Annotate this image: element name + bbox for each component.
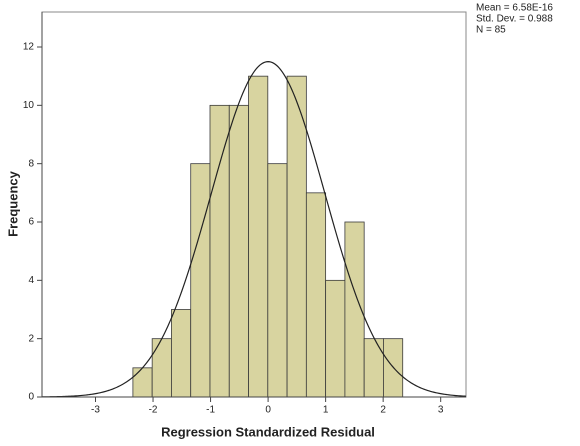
stat-sd: Std. Dev. = 0.988 [476, 14, 553, 25]
bar [249, 76, 268, 397]
x-tick-label: 1 [323, 405, 329, 416]
stat-n: N = 85 [476, 25, 506, 36]
bar [364, 339, 383, 397]
x-axis-title: Regression Standardized Residual [161, 424, 375, 439]
stat-mean: Mean = 6.58E-16 [476, 3, 553, 14]
bar [229, 105, 248, 397]
x-tick-label: 2 [380, 405, 386, 416]
y-axis-title: Frequency [5, 170, 20, 237]
x-tick-label: -1 [206, 405, 215, 416]
bar [268, 164, 287, 397]
bar [326, 280, 345, 397]
x-tick-label: 3 [438, 405, 444, 416]
x-tick-label: 0 [265, 405, 271, 416]
y-tick-label: 10 [23, 100, 35, 111]
bar [306, 193, 325, 397]
chart: Regression Standardized Residual Frequen… [0, 0, 580, 441]
bar [133, 368, 152, 397]
y-tick-label: 8 [28, 158, 34, 169]
bar [210, 105, 229, 397]
y-tick-label: 4 [28, 275, 34, 286]
y-tick-label: 2 [28, 333, 34, 344]
x-tick-label: -3 [91, 405, 100, 416]
y-tick-label: 0 [28, 392, 34, 403]
x-tick-label: -2 [149, 405, 158, 416]
bar [171, 310, 190, 398]
bar [191, 164, 210, 397]
y-tick-label: 6 [28, 217, 34, 228]
y-tick-label: 12 [23, 42, 35, 53]
bar [287, 76, 306, 397]
bar [152, 339, 171, 397]
